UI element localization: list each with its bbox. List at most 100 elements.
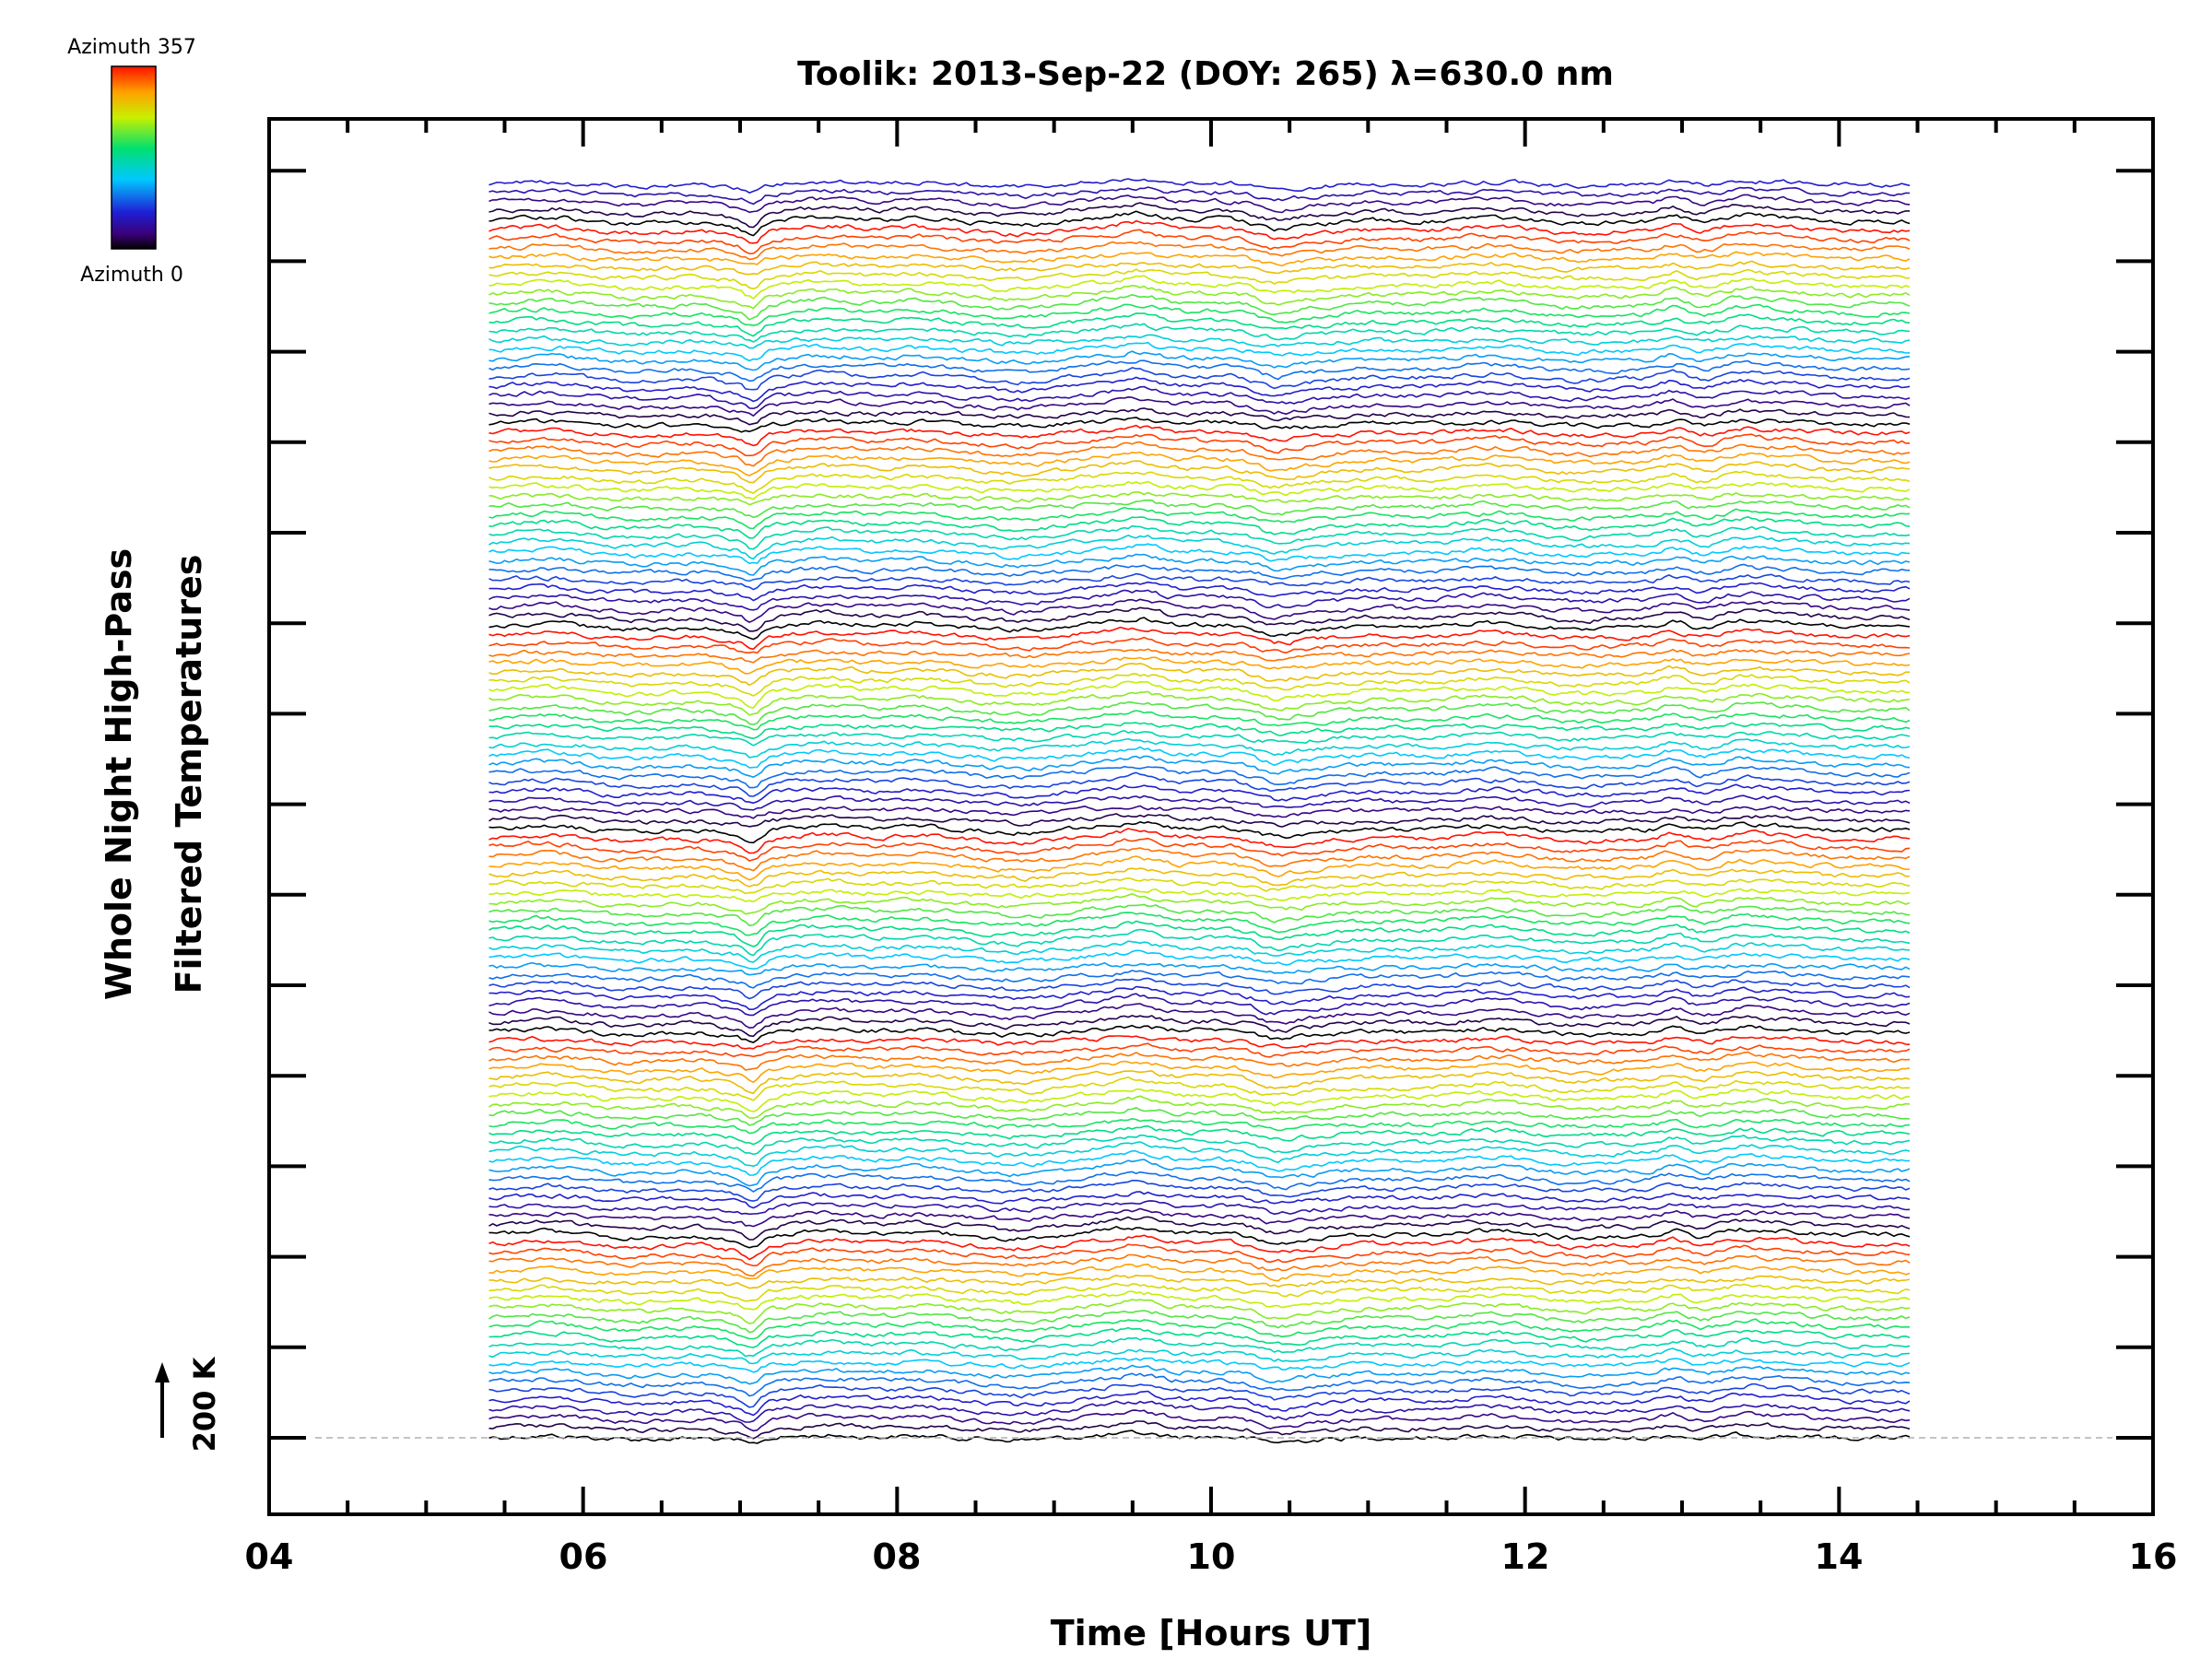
- series-trace: [488, 1207, 1911, 1228]
- series-trace: [488, 828, 1911, 854]
- series-trace: [488, 359, 1911, 382]
- series-trace: [488, 563, 1911, 582]
- x-tick-label: 14: [1815, 1536, 1864, 1577]
- series-trace: [488, 1274, 1911, 1289]
- series-trace: [488, 1088, 1911, 1112]
- series-trace: [488, 268, 1911, 290]
- series-trace: [488, 499, 1911, 519]
- series-trace: [488, 993, 1911, 1017]
- series-trace: [488, 1003, 1911, 1029]
- series-trace: [488, 1382, 1911, 1408]
- series-trace: [488, 543, 1911, 564]
- x-tick-label: 06: [559, 1536, 608, 1577]
- series-trace: [488, 893, 1911, 915]
- series-trace: [488, 663, 1911, 687]
- x-tick-label: 12: [1501, 1536, 1550, 1577]
- series-trace: [488, 1226, 1911, 1249]
- series-trace: [488, 480, 1911, 500]
- series-trace: [488, 1364, 1911, 1385]
- series-trace: [488, 813, 1911, 828]
- series-trace: [488, 1400, 1911, 1423]
- series-trace: [488, 417, 1911, 433]
- series-trace: [488, 970, 1911, 989]
- series-trace: [488, 867, 1911, 888]
- series-trace: [488, 1409, 1911, 1432]
- series-trace: [488, 1118, 1911, 1135]
- series-trace: [488, 1347, 1911, 1365]
- series-trace: [488, 1070, 1911, 1095]
- series-trace: [488, 737, 1911, 759]
- series-trace: [488, 1015, 1911, 1038]
- series-trace: [488, 837, 1911, 862]
- series-trace: [488, 516, 1911, 539]
- series-trace: [488, 928, 1911, 957]
- series-trace: [488, 433, 1911, 457]
- series-trace: [488, 912, 1911, 936]
- series-trace: [488, 424, 1911, 447]
- series-trace: [488, 710, 1911, 731]
- series-trace: [488, 376, 1911, 403]
- series-trace: [488, 1326, 1911, 1348]
- series-trace: [488, 805, 1911, 819]
- series-trace: [488, 656, 1911, 675]
- series-trace: [488, 219, 1911, 244]
- y-axis-label-line2: Filtered Temperatures: [169, 555, 209, 994]
- series-trace: [488, 855, 1911, 881]
- series-trace: [488, 821, 1911, 844]
- series-trace: [488, 606, 1911, 632]
- series-trace: [488, 1420, 1911, 1440]
- series-trace: [488, 1264, 1911, 1282]
- series-trace: [488, 920, 1911, 947]
- series-trace: [488, 730, 1911, 747]
- series-trace: [488, 1253, 1911, 1277]
- x-tick-labels: 04 06 08 10 12 14 16: [245, 1536, 2178, 1577]
- series-trace: [488, 877, 1911, 895]
- series-trace: [488, 700, 1911, 725]
- series-trace: [488, 617, 1911, 641]
- series-trace: [488, 323, 1911, 343]
- series-trace: [488, 1336, 1911, 1358]
- series-trace: [488, 746, 1911, 769]
- colorbar: [111, 65, 157, 250]
- series-trace: [488, 771, 1911, 797]
- series-trace: [488, 765, 1911, 789]
- scale-bar-arrow-head: [155, 1362, 170, 1382]
- chart-title: Toolik: 2013-Sep-22 (DOY: 265) λ=630.0 n…: [797, 55, 1614, 93]
- series-trace: [488, 1282, 1911, 1302]
- series-trace: [488, 407, 1911, 426]
- colorbar-top-label: Azimuth 357: [67, 36, 196, 59]
- series-trace: [488, 794, 1911, 811]
- series-trace: [488, 572, 1911, 591]
- series-trace: [488, 1106, 1911, 1126]
- series-trace: [488, 903, 1911, 927]
- x-tick-label: 10: [1187, 1536, 1236, 1577]
- scale-bar-label: 200 K: [187, 1356, 222, 1452]
- series-trace: [488, 673, 1911, 697]
- series-trace: [488, 229, 1911, 254]
- series-trace: [488, 1191, 1911, 1209]
- series-trace: [488, 648, 1911, 664]
- series-trace: [488, 1171, 1911, 1193]
- series-trace: [488, 186, 1911, 206]
- series-trace: [488, 1095, 1911, 1119]
- series-trace: [488, 949, 1911, 970]
- series-trace: [488, 341, 1911, 362]
- series-trace: [488, 1310, 1911, 1334]
- series-trace: [488, 722, 1911, 740]
- series-trace: [488, 1159, 1911, 1187]
- series-trace: [488, 535, 1911, 560]
- series-trace: [488, 334, 1911, 349]
- series-trace: [488, 451, 1911, 477]
- series-trace: [488, 783, 1911, 805]
- series-trace: [488, 491, 1911, 506]
- trace-group: [488, 178, 1911, 1444]
- series-trace: [488, 887, 1911, 903]
- series-trace: [488, 1216, 1911, 1241]
- series-trace: [488, 581, 1911, 602]
- series-trace: [488, 506, 1911, 530]
- series-trace: [488, 1430, 1911, 1444]
- series-trace: [488, 1076, 1910, 1101]
- series-trace: [488, 847, 1911, 872]
- x-axis-label: Time [Hours UT]: [1051, 1613, 1372, 1653]
